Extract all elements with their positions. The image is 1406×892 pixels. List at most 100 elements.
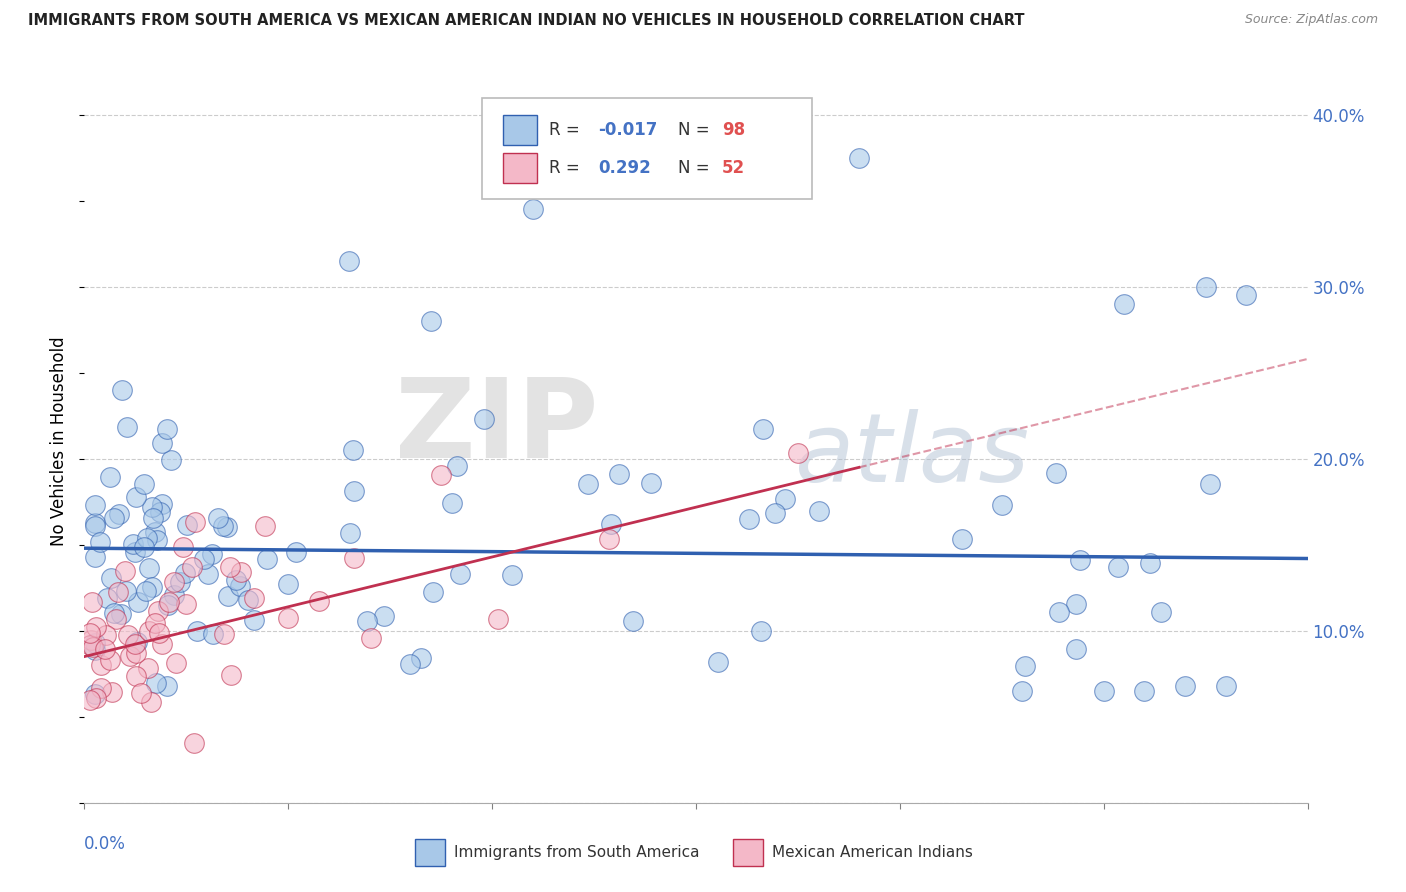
Point [143,524,166,539]
Point [82,595,104,609]
Point [90,658,112,673]
Point [356,615,378,629]
Point [79,693,101,707]
Point [202,627,225,641]
Point [1174,679,1197,693]
Point [107,585,129,599]
Point [238,593,260,607]
Point [176,518,198,533]
Point [79,626,101,640]
Point [83,643,105,657]
Point [752,422,775,436]
Point [143,615,166,630]
Text: Source: ZipAtlas.com: Source: ZipAtlas.com [1244,13,1378,27]
Point [225,573,247,587]
Point [84,687,107,701]
Point [599,516,621,531]
Point [82,640,104,654]
Point [125,669,148,683]
Point [83,636,105,650]
Point [284,545,307,559]
Point [1064,597,1087,611]
Point [148,626,170,640]
Point [157,595,180,609]
Point [100,571,122,585]
FancyBboxPatch shape [415,838,446,866]
Point [1195,279,1218,293]
Point [1069,553,1091,567]
Point [79,638,101,652]
Point [607,467,630,482]
Point [219,560,242,574]
Point [277,611,299,625]
Point [139,695,162,709]
Point [1045,466,1067,480]
FancyBboxPatch shape [733,838,763,866]
Point [343,550,366,565]
Y-axis label: No Vehicles in Household: No Vehicles in Household [51,336,69,547]
Point [124,545,146,559]
Point [738,512,761,526]
Point [127,595,149,609]
Point [94,628,117,642]
Point [1014,658,1036,673]
Point [1011,684,1033,698]
Text: Mexican American Indians: Mexican American Indians [772,845,973,860]
Point [950,533,973,547]
Point [115,420,138,434]
Point [83,498,105,512]
Point [1107,560,1129,574]
Point [472,412,495,426]
Point [212,519,235,533]
Point [146,533,169,548]
Point [149,506,172,520]
Point [1047,605,1070,619]
Point [277,577,299,591]
Point [96,591,118,605]
Point [440,496,463,510]
Point [141,581,163,595]
Text: Immigrants from South America: Immigrants from South America [454,845,699,860]
Point [83,519,105,533]
Point [193,551,215,566]
Point [117,628,139,642]
Point [256,551,278,566]
Point [101,685,124,699]
Point [145,676,167,690]
Point [110,607,132,622]
Point [787,446,810,460]
Point [172,540,194,554]
Point [446,459,468,474]
Point [449,566,471,581]
Point [93,642,115,657]
Point [763,506,786,520]
Point [429,468,451,483]
Point [990,498,1012,512]
Point [183,515,205,529]
Point [181,559,204,574]
Point [848,151,870,165]
FancyBboxPatch shape [482,98,813,200]
Point [156,598,179,612]
Point [1215,679,1237,693]
Point [169,574,191,589]
Point [83,550,105,565]
Point [111,383,134,397]
Point [174,566,197,581]
Point [150,435,173,450]
Point [156,679,179,693]
Point [134,540,156,554]
Point [84,691,107,706]
Point [398,657,420,672]
Point [342,443,364,458]
Point [135,531,157,545]
Point [108,507,131,521]
Point [422,584,444,599]
Point [83,516,105,531]
Point [135,584,157,599]
Text: 0.292: 0.292 [598,159,651,177]
Point [146,604,169,618]
Point [80,632,103,647]
Point [131,686,153,700]
Point [420,314,443,328]
